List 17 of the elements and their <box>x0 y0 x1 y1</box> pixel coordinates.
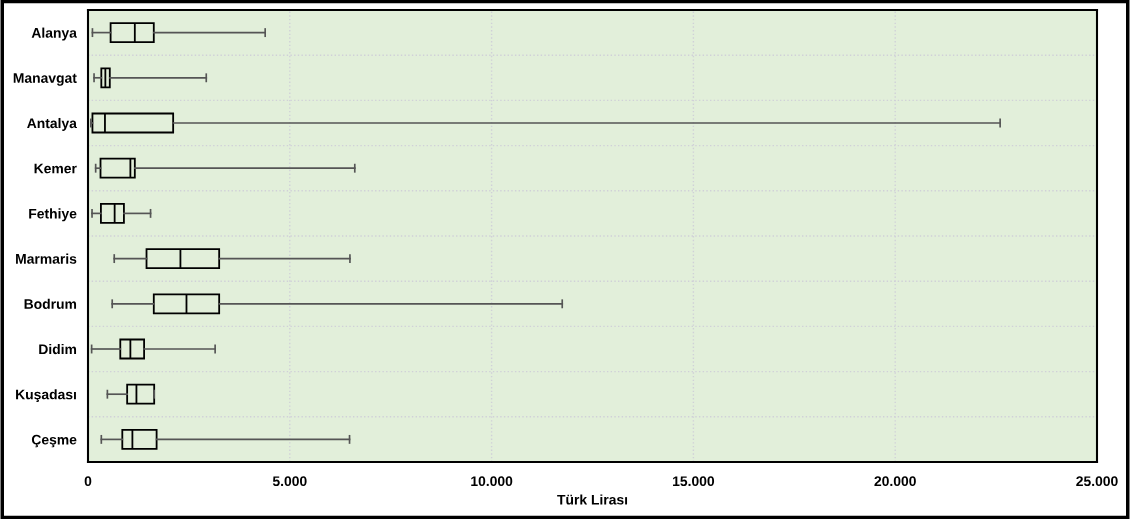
y-tick-label: Kemer <box>34 163 77 174</box>
y-tick-label: Kuşadası <box>16 389 76 403</box>
x-tick-label: 0 <box>84 476 92 487</box>
y-tick-label: Marmaris <box>16 253 77 264</box>
x-tick-label: 15.000 <box>673 476 715 487</box>
y-tick-label: Antalya <box>27 117 77 131</box>
y-tick-label: Fethiye <box>29 208 77 222</box>
y-tick-label: Manavgat <box>13 73 77 86</box>
x-tick-label: 10.000 <box>471 476 513 487</box>
y-tick-label: Alanya <box>31 27 77 41</box>
y-tick-label: Didim <box>39 343 77 355</box>
x-tick-label: 20.000 <box>874 476 916 487</box>
y-tick-label: Bodrum <box>24 298 77 309</box>
x-tick-label: 25.000 <box>1076 476 1118 487</box>
y-tick-label: Çeşme <box>31 434 77 448</box>
x-tick-label: 5.000 <box>272 476 307 487</box>
x-axis-title: Türk Lirası <box>557 494 628 505</box>
